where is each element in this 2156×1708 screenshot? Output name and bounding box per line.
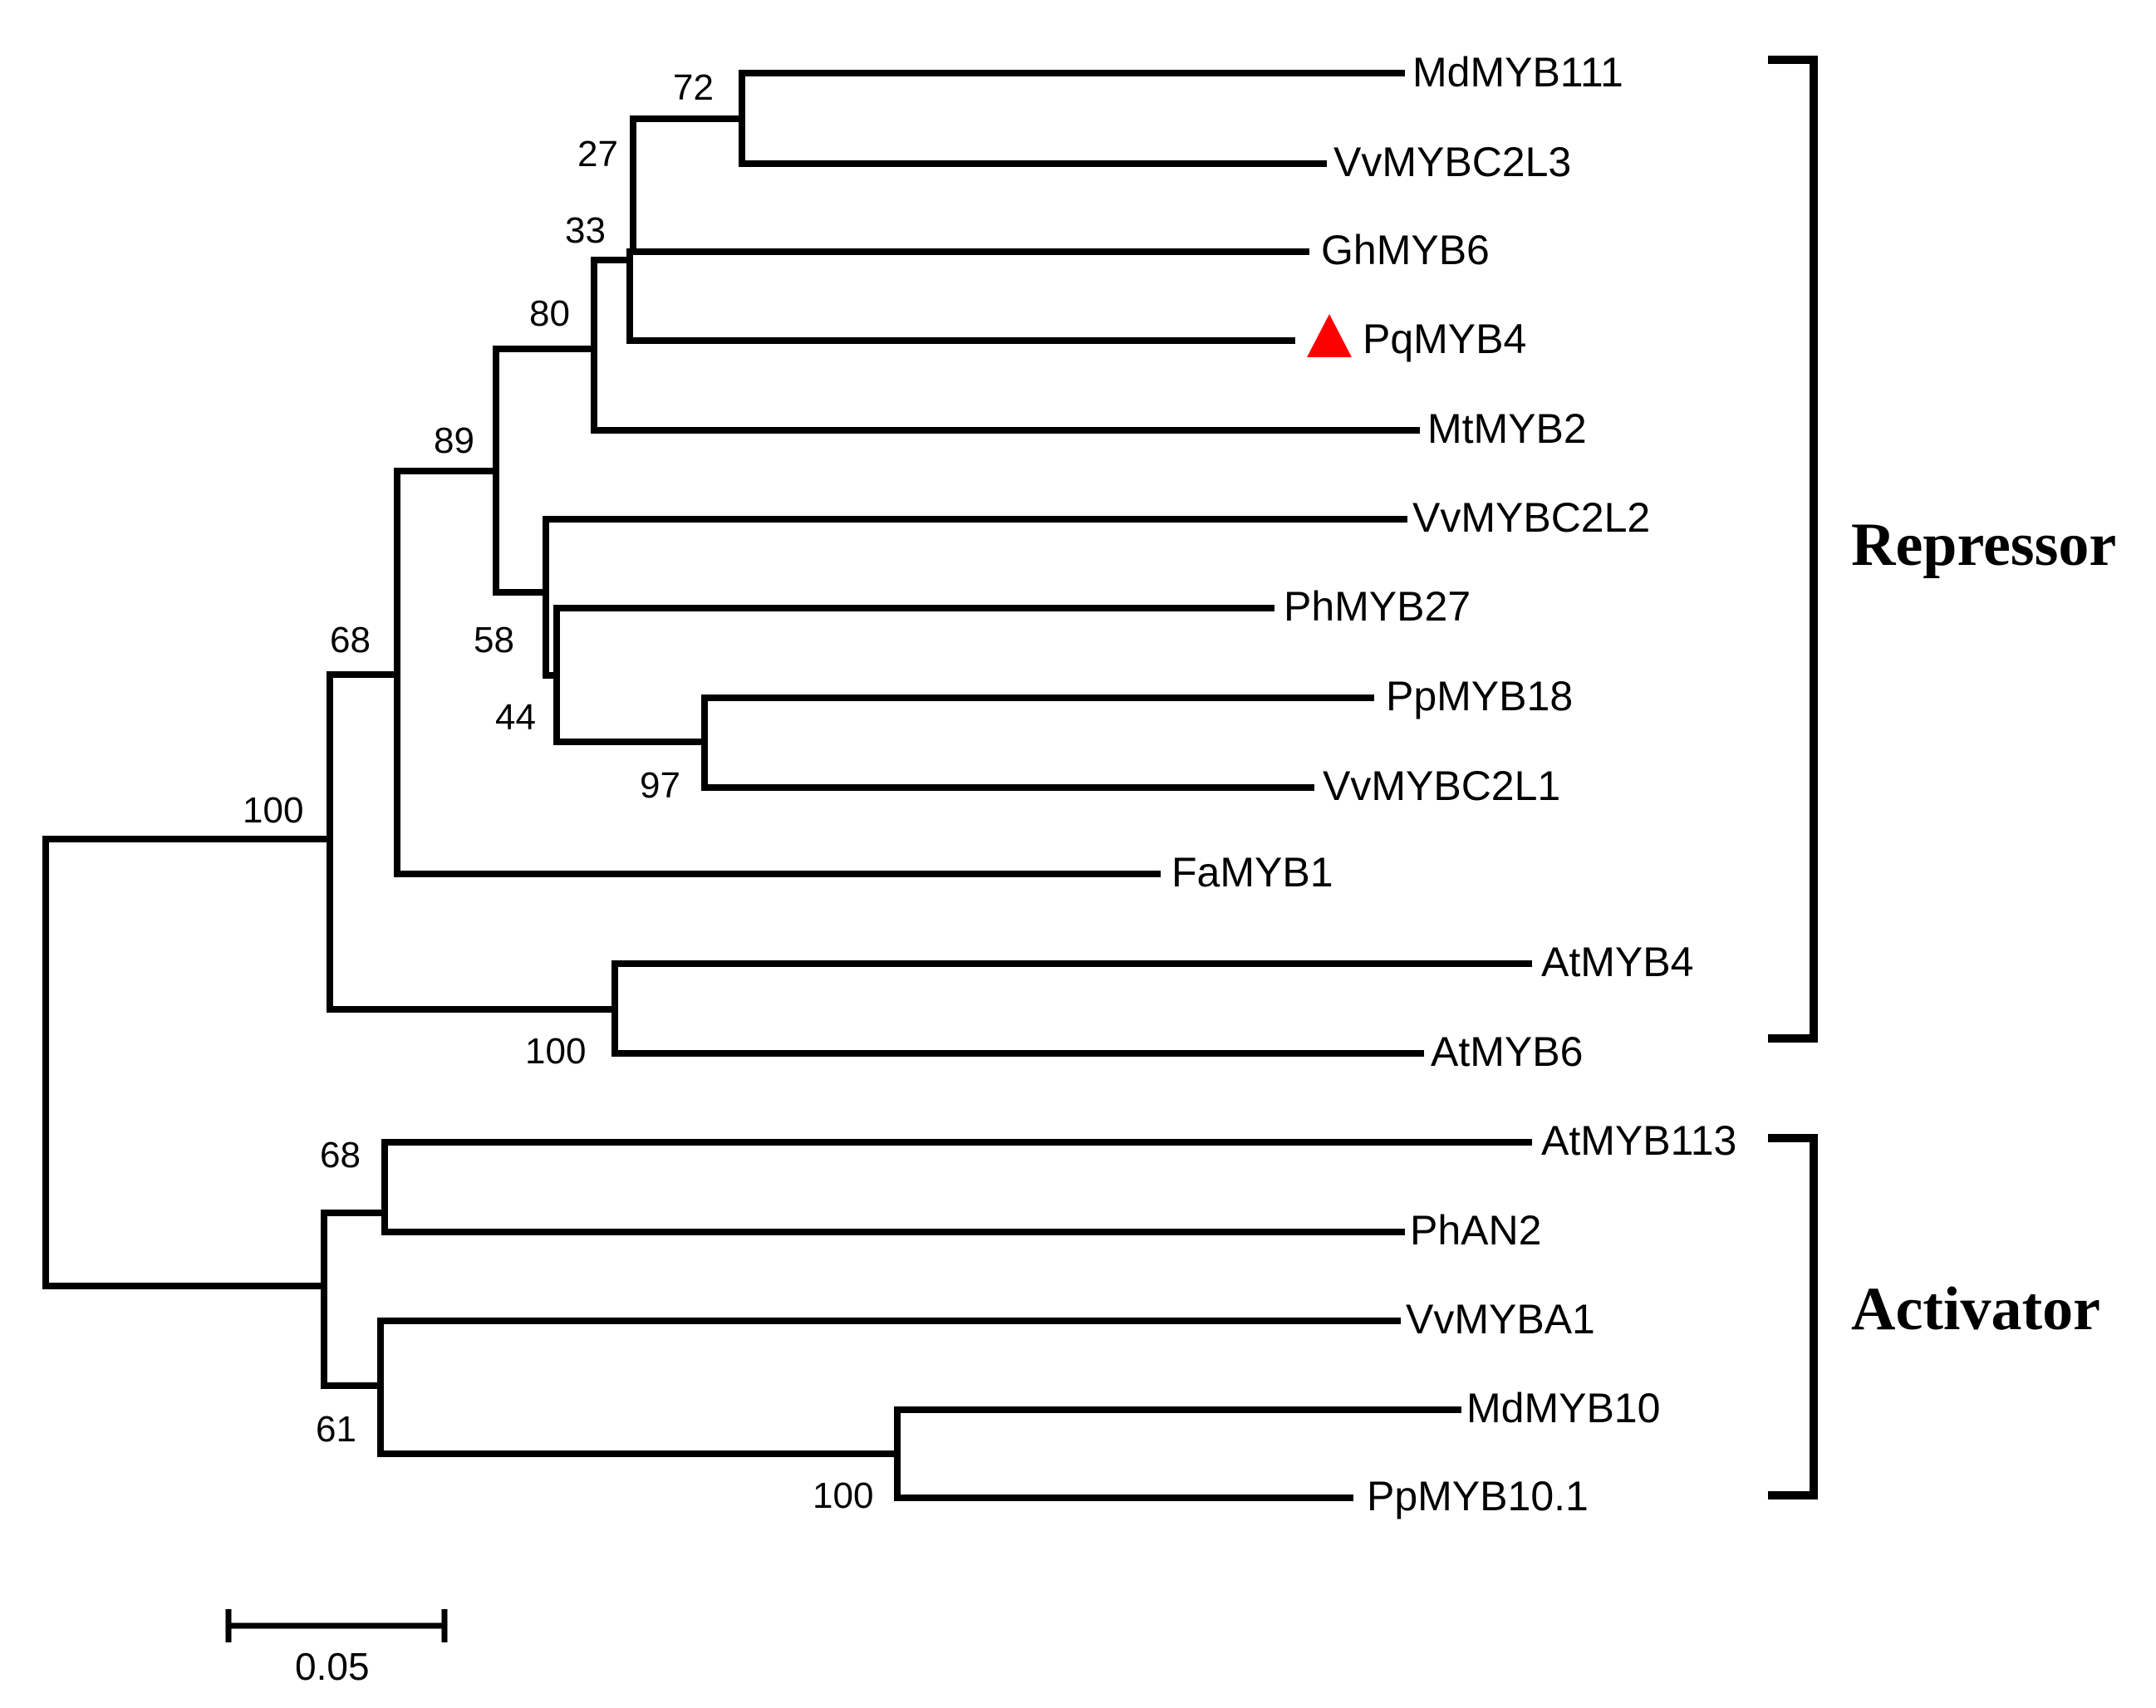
- leaf-label: GhMYB6: [1321, 227, 1490, 273]
- support-value: 100: [243, 790, 303, 831]
- support-value: 97: [640, 765, 680, 806]
- support-value: 80: [529, 293, 570, 334]
- leaf-label: VvMYBC2L3: [1333, 139, 1571, 185]
- leaf-label: PhAN2: [1410, 1207, 1541, 1254]
- leaf-label: AtMYB113: [1541, 1117, 1736, 1164]
- leaf-label: AtMYB6: [1431, 1028, 1583, 1075]
- triangle-icon: [1307, 314, 1352, 357]
- support-value: 33: [565, 210, 606, 251]
- group-brackets: Repressor Activator: [1768, 56, 2116, 1499]
- repressor-label: Repressor: [1851, 511, 2116, 579]
- leaf-labels: MdMYB111 VvMYBC2L3 GhMYB6 PqMYB4 MtMYB2 …: [1171, 49, 1736, 1519]
- support-values: 72 27 33 80 89 58 44 97 68 100 100 68 61…: [243, 67, 873, 1516]
- leaf-label: PhMYB27: [1284, 583, 1471, 630]
- support-value: 89: [434, 420, 474, 461]
- leaf-label: MdMYB10: [1466, 1385, 1660, 1431]
- leaf-label: MtMYB2: [1427, 405, 1587, 452]
- leaf-label: VvMYBC2L1: [1323, 763, 1560, 809]
- leaf-label: PpMYB10.1: [1367, 1473, 1589, 1519]
- leaf-label: FaMYB1: [1171, 849, 1333, 896]
- repressor-bracket: [1768, 56, 1818, 1043]
- scale-bar-label: 0.05: [295, 1645, 370, 1688]
- support-value: 44: [495, 697, 536, 738]
- leaf-label: PqMYB4: [1363, 316, 1526, 362]
- activator-label: Activator: [1851, 1275, 2100, 1343]
- support-value: 72: [673, 67, 714, 108]
- tree-branches: [42, 70, 1532, 1501]
- leaf-label: VvMYBA1: [1406, 1296, 1595, 1342]
- leaf-label: PpMYB18: [1386, 673, 1573, 719]
- support-value: 100: [813, 1475, 873, 1516]
- scale-bar: 0.05: [225, 1609, 448, 1688]
- activator-bracket: [1768, 1134, 1818, 1499]
- support-value: 68: [330, 620, 371, 660]
- leaf-label: VvMYBC2L2: [1412, 494, 1650, 541]
- leaf-label: MdMYB111: [1412, 49, 1623, 96]
- support-value: 58: [474, 620, 514, 660]
- leaf-label: AtMYB4: [1541, 939, 1693, 985]
- support-value: 100: [525, 1031, 586, 1072]
- support-value: 27: [577, 134, 618, 174]
- support-value: 61: [316, 1409, 356, 1450]
- support-value: 68: [320, 1135, 361, 1175]
